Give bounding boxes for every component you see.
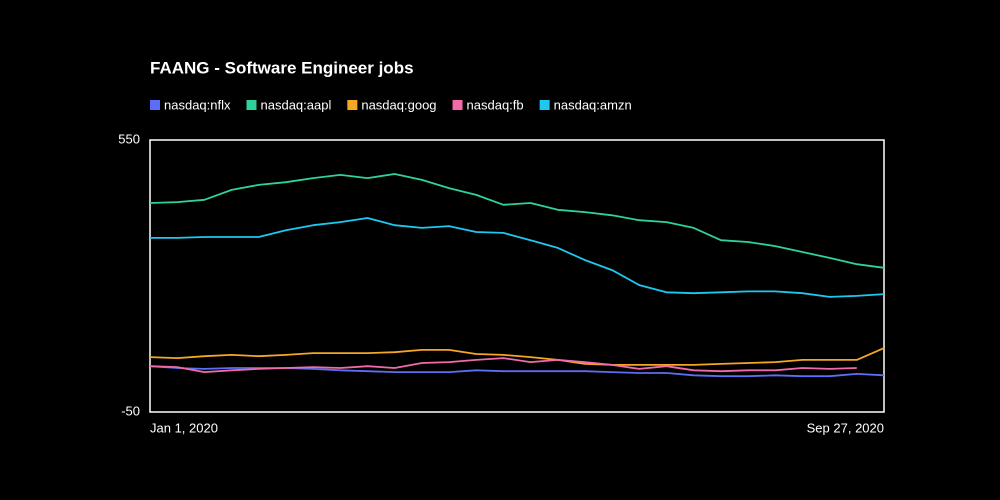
plot-frame [149,139,885,413]
legend-label: nasdaq:nflx [164,97,231,112]
y-tick-label: -50 [121,403,140,418]
y-tick-label: 550 [118,131,140,146]
series-line [149,357,857,373]
legend-swatch [347,100,358,110]
chart-title: FAANG - Software Engineer jobs [150,58,414,77]
legend-label: nasdaq:goog [361,97,436,112]
series-line [149,173,885,269]
x-tick-label: Jan 1, 2020 [150,420,218,435]
legend-label: nasdaq:amzn [554,97,632,112]
legend-swatch [452,100,463,110]
series-line [150,217,885,298]
legend-swatch [539,100,550,110]
legend-label: nasdaq:fb [467,97,524,112]
series-line [149,347,885,366]
legend-label: nasdaq:aapl [261,97,332,112]
x-tick-label: Sep 27, 2020 [807,420,884,435]
legend-swatch [150,100,160,110]
legend-swatch [246,100,257,110]
